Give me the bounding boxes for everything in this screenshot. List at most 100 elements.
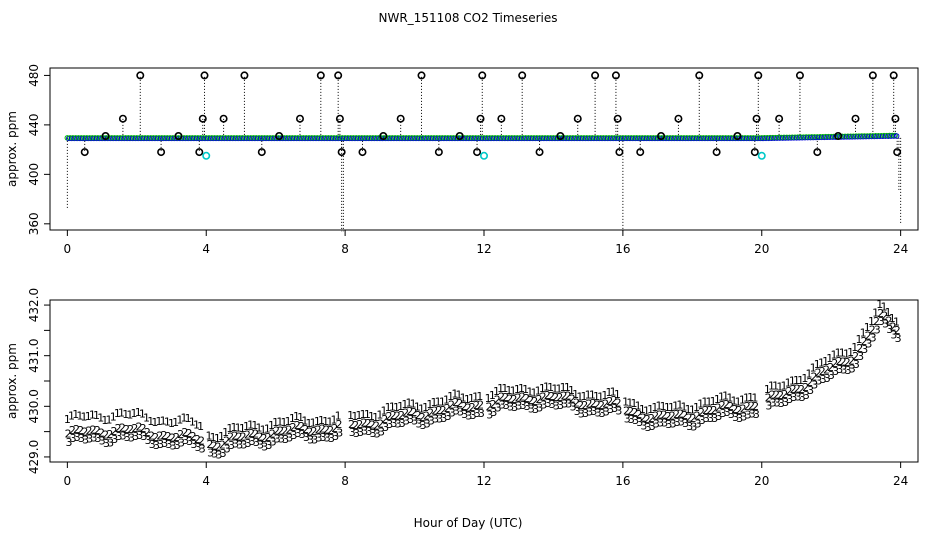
sensor-2-point: 2 — [477, 399, 484, 412]
sensor-2-point: 2 — [510, 393, 517, 406]
sensor-2-point: 2 — [885, 315, 892, 328]
sensor-3-point: 3 — [249, 435, 256, 448]
sensor-3-point: 3 — [307, 433, 314, 446]
sensor-2-point: 2 — [123, 423, 130, 436]
sensor-2-point: 2 — [785, 385, 792, 398]
sensor-3-point: 3 — [436, 412, 443, 425]
sensor-1-point: 1 — [185, 412, 192, 425]
sensor-3-point: 3 — [695, 418, 702, 431]
sensor-3-point: 3 — [849, 362, 856, 375]
sensor-1-point: 1 — [793, 374, 800, 387]
sensor-2-point: 2 — [494, 393, 501, 406]
sensor-2-point: 2 — [431, 404, 438, 417]
sensor-2-point: 2 — [281, 425, 288, 438]
sensor-3-point: 3 — [861, 343, 868, 356]
sensor-3-point: 3 — [215, 449, 222, 462]
sensor-1-point: 1 — [131, 407, 138, 420]
sensor-1-point: 1 — [789, 374, 796, 387]
sensor-1-point: 1 — [714, 393, 721, 406]
sensor-3-point: 3 — [524, 400, 531, 413]
sensor-3-point: 3 — [890, 329, 897, 342]
sensor-1-point: 1 — [193, 418, 200, 431]
sensor-3-point: 3 — [382, 421, 389, 434]
sensor-1-point: 1 — [301, 414, 308, 427]
sensor-1-point: 1 — [410, 398, 417, 411]
sensor-3-point: 3 — [870, 332, 877, 345]
sensor-3-point: 3 — [836, 363, 843, 376]
sensor-1-point: 1 — [331, 413, 338, 426]
excursions-point — [695, 71, 704, 80]
excursions-point — [851, 114, 860, 123]
sensor-2-point: 2 — [727, 400, 734, 413]
sensor-1-point: 1 — [872, 307, 879, 320]
sensor-1-point: 1 — [855, 333, 862, 346]
sensor-3-point: 3 — [207, 446, 214, 459]
sensor-3-point: 3 — [820, 373, 827, 386]
sensor-3-point: 3 — [95, 432, 102, 445]
sensor-1-point: 1 — [601, 389, 608, 402]
sensor-3-point: 3 — [878, 315, 885, 328]
sensor-3-point: 3 — [115, 430, 122, 443]
sensor-3-point: 3 — [657, 416, 664, 429]
sensor-2-point: 2 — [260, 432, 267, 445]
sensor-1-point: 1 — [635, 400, 642, 413]
sensor-2-point: 2 — [452, 396, 459, 409]
sensor-1-point: 1 — [889, 312, 896, 325]
sensor-1-point: 1 — [851, 341, 858, 354]
sensor-2-point: 2 — [390, 409, 397, 422]
sensor-1-point: 1 — [210, 431, 217, 444]
sensor-2-point: 2 — [560, 390, 567, 403]
sensor-2-point: 2 — [819, 365, 826, 378]
sensor-1-point: 1 — [385, 401, 392, 414]
sensor-1-point: 1 — [293, 410, 300, 423]
x-tick-label: 20 — [754, 242, 769, 256]
sensor-2-point: 2 — [577, 399, 584, 412]
sensor-3-point: 3 — [278, 432, 285, 445]
sensor-2-point: 2 — [673, 408, 680, 421]
sensor-1-point: 1 — [172, 416, 179, 429]
excursions-point — [157, 148, 166, 157]
sensor-1-point: 1 — [772, 380, 779, 393]
sensor-3-point: 3 — [457, 405, 464, 418]
y-tick-label: 440 — [27, 113, 41, 136]
sensor-3-point: 3 — [228, 439, 235, 452]
sensor-3-point: 3 — [536, 401, 543, 414]
sensor-2-point: 2 — [852, 350, 859, 363]
sensor-2-point: 2 — [169, 431, 176, 444]
sensor-3-point: 3 — [245, 437, 252, 450]
sensor-3-point: 3 — [190, 438, 197, 451]
sensor-1-point: 1 — [814, 358, 821, 371]
sensor-1-point: 1 — [626, 397, 633, 410]
sensor-3-point: 3 — [532, 403, 539, 416]
sensor-2-point: 2 — [360, 416, 367, 429]
sensor-1-point: 1 — [768, 380, 775, 393]
sensor-2-point: 2 — [85, 425, 92, 438]
sensor-3-point: 3 — [424, 418, 431, 431]
sensor-1-point: 1 — [697, 397, 704, 410]
sensor-2-point: 2 — [398, 409, 405, 422]
sensor-3-point: 3 — [74, 431, 81, 444]
excursions-point — [518, 71, 527, 80]
sensor-1-point: 1 — [76, 409, 83, 422]
sensor-2-point: 2 — [335, 418, 342, 431]
sensor-3-point: 3 — [711, 412, 718, 425]
sensor-2-point: 2 — [90, 423, 97, 436]
sensor-1-point: 1 — [810, 362, 817, 375]
sensor-3-point: 3 — [615, 404, 622, 417]
sensor-2-point: 2 — [131, 422, 138, 435]
sensor-3-point: 3 — [749, 408, 756, 421]
sensor-1-point: 1 — [251, 419, 258, 432]
top-y-axis-label: approx. ppm — [5, 111, 19, 187]
sensor-2-point: 2 — [844, 356, 851, 369]
sensor-1-point: 1 — [485, 392, 492, 405]
sensor-3-point: 3 — [386, 418, 393, 431]
sensor-2-point: 2 — [685, 412, 692, 425]
sensor-3-point: 3 — [186, 435, 193, 448]
sensor-1-point: 1 — [368, 410, 375, 423]
sensor-3-point: 3 — [832, 365, 839, 378]
sensor-1-point: 1 — [89, 409, 96, 422]
sensor-1-point: 1 — [505, 384, 512, 397]
excursions-point — [473, 148, 482, 157]
sensor-1-point: 1 — [176, 414, 183, 427]
sensor-3-point: 3 — [595, 407, 602, 420]
